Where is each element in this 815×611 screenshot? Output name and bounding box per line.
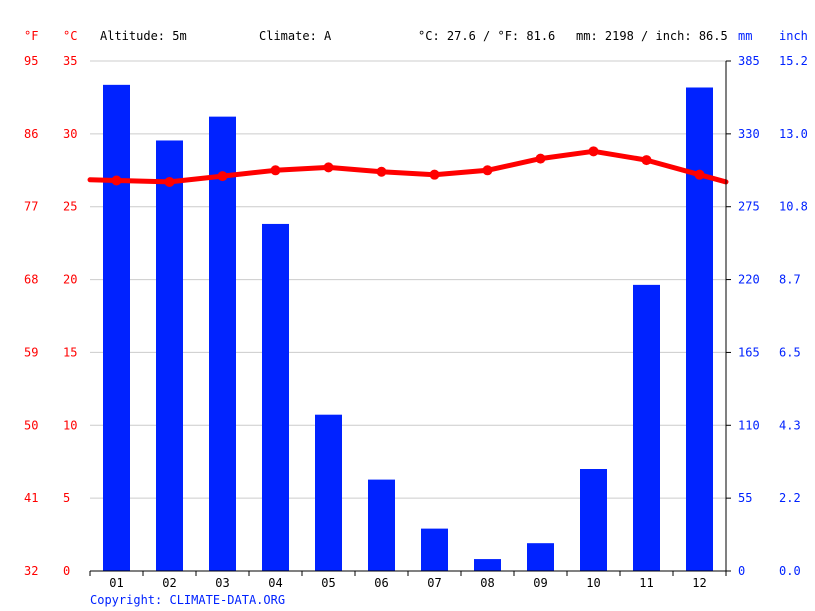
axes bbox=[89, 60, 731, 576]
precip-bar bbox=[686, 87, 713, 572]
temperature-summary: °C: 27.6 / °F: 81.6 bbox=[418, 29, 555, 43]
temperature-point bbox=[217, 171, 228, 182]
precip-bar bbox=[315, 414, 342, 571]
month-label: 05 bbox=[321, 576, 335, 590]
temperature-point bbox=[694, 169, 705, 180]
altitude-label: Altitude: 5m bbox=[100, 29, 187, 43]
tick-label-inch: 0.0 bbox=[779, 564, 801, 578]
temperature-line bbox=[87, 146, 729, 187]
precip-bar bbox=[156, 140, 183, 571]
tick-label-f: 59 bbox=[24, 345, 38, 359]
temperature-point bbox=[482, 165, 493, 176]
tick-label-mm: 275 bbox=[738, 200, 760, 214]
tick-label-c: 15 bbox=[63, 345, 77, 359]
temperature-point bbox=[164, 176, 175, 187]
tick-label-mm: 0 bbox=[738, 564, 745, 578]
tick-label-c: 25 bbox=[63, 200, 77, 214]
tick-label-c: 35 bbox=[63, 54, 77, 68]
tick-label-f: 68 bbox=[24, 273, 38, 287]
month-label: 09 bbox=[533, 576, 547, 590]
month-label: 01 bbox=[109, 576, 123, 590]
month-label: 08 bbox=[480, 576, 494, 590]
tick-label-inch: 13.0 bbox=[779, 127, 808, 141]
precip-bar bbox=[103, 84, 130, 572]
tick-label-c: 10 bbox=[63, 418, 77, 432]
tick-label-inch: 4.3 bbox=[779, 418, 801, 432]
precipitation-summary: mm: 2198 / inch: 86.5 bbox=[576, 29, 728, 43]
temperature-point bbox=[641, 155, 652, 166]
month-label: 06 bbox=[374, 576, 388, 590]
tick-label-f: 95 bbox=[24, 54, 38, 68]
precip-bar bbox=[474, 559, 501, 571]
tick-label-mm: 220 bbox=[738, 273, 760, 287]
precip-bar bbox=[527, 543, 554, 571]
tick-label-f: 77 bbox=[24, 200, 38, 214]
precip-bar bbox=[421, 528, 448, 571]
precip-bar bbox=[209, 116, 236, 572]
tick-label-mm: 110 bbox=[738, 418, 760, 432]
mm-unit-label: mm bbox=[738, 29, 752, 43]
precip-bar bbox=[580, 469, 607, 571]
tick-label-c: 5 bbox=[63, 491, 70, 505]
tick-label-inch: 10.8 bbox=[779, 200, 808, 214]
tick-label-f: 50 bbox=[24, 418, 38, 432]
tick-label-mm: 55 bbox=[738, 491, 752, 505]
tick-labels: 32 0 0 0.041 5 55 2.250 10 110 4.359 15 165 6.568 20 2… bbox=[24, 54, 808, 590]
month-label: 12 bbox=[692, 576, 706, 590]
month-label: 03 bbox=[215, 576, 229, 590]
temperature-point bbox=[323, 162, 334, 173]
temperature-point bbox=[535, 153, 546, 164]
tick-label-inch: 15.2 bbox=[779, 54, 808, 68]
month-label: 11 bbox=[639, 576, 653, 590]
inch-unit-label: inch bbox=[779, 29, 808, 43]
tick-label-mm: 330 bbox=[738, 127, 760, 141]
gridlines bbox=[90, 60, 726, 499]
temperature-point bbox=[111, 175, 122, 186]
tick-label-f: 41 bbox=[24, 491, 38, 505]
tick-label-c: 0 bbox=[63, 564, 70, 578]
celsius-unit-label: °C bbox=[63, 29, 77, 43]
tick-label-f: 32 bbox=[24, 564, 38, 578]
tick-label-mm: 165 bbox=[738, 345, 760, 359]
month-label: 10 bbox=[586, 576, 600, 590]
copyright-text: Copyright: CLIMATE-DATA.ORG bbox=[90, 593, 285, 607]
temperature-point bbox=[270, 165, 281, 176]
precip-bar bbox=[633, 284, 660, 571]
temperature-series-line bbox=[87, 148, 729, 185]
temperature-point bbox=[429, 169, 440, 180]
tick-label-f: 86 bbox=[24, 127, 38, 141]
tick-label-c: 30 bbox=[63, 127, 77, 141]
tick-label-c: 20 bbox=[63, 273, 77, 287]
precipitation-bars bbox=[103, 84, 713, 572]
tick-label-mm: 385 bbox=[738, 54, 760, 68]
tick-label-inch: 2.2 bbox=[779, 491, 801, 505]
month-label: 07 bbox=[427, 576, 441, 590]
fahrenheit-unit-label: °F bbox=[24, 29, 38, 43]
precip-bar bbox=[262, 223, 289, 571]
temperature-point bbox=[376, 166, 387, 177]
climate-label: Climate: A bbox=[259, 29, 332, 43]
tick-label-inch: 8.7 bbox=[779, 273, 801, 287]
precip-bar bbox=[368, 479, 395, 571]
month-label: 04 bbox=[268, 576, 282, 590]
month-label: 02 bbox=[162, 576, 176, 590]
tick-label-inch: 6.5 bbox=[779, 345, 801, 359]
temperature-point bbox=[588, 146, 599, 157]
